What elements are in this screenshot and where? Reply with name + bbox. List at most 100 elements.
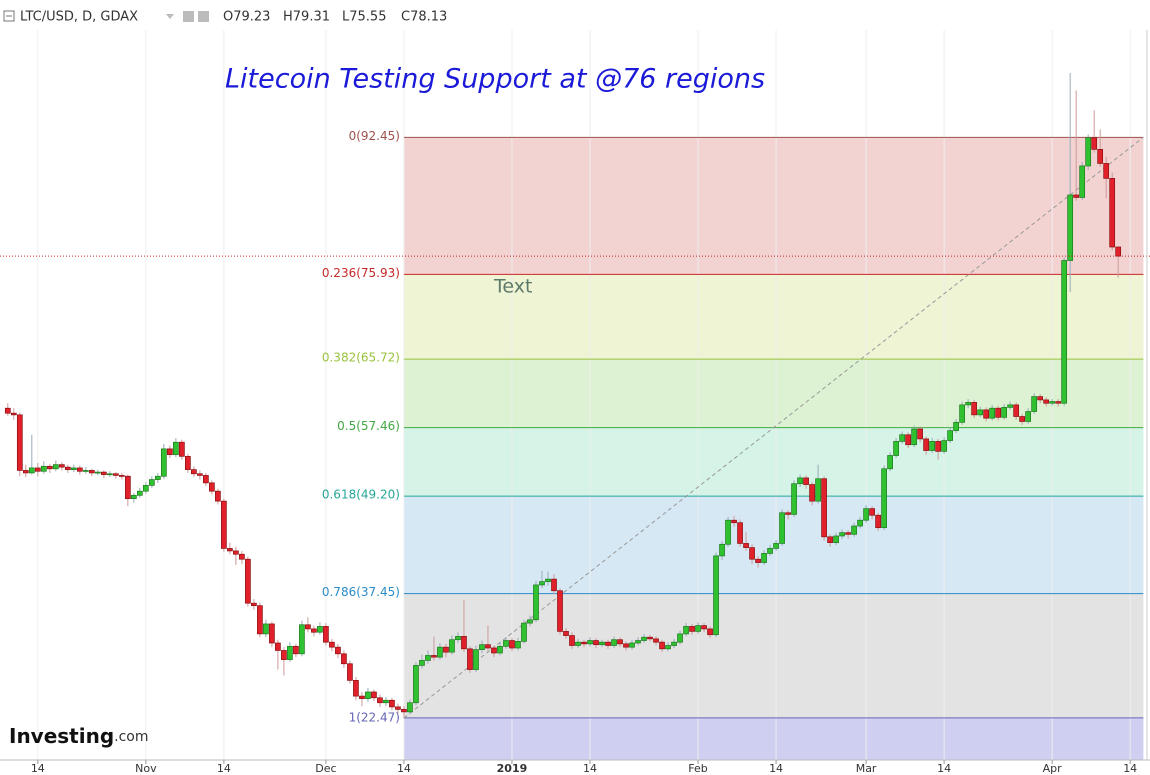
- candle-body: [185, 455, 191, 470]
- fib-zone: [403, 717, 1144, 760]
- settings-icon[interactable]: [183, 11, 194, 22]
- logo-suffix: .com: [114, 729, 148, 745]
- candle-body: [16, 414, 23, 471]
- candle-body: [329, 641, 335, 648]
- candle-body: [46, 465, 53, 470]
- candle-body: [527, 619, 533, 624]
- candle-body: [1097, 148, 1104, 164]
- candle-body: [659, 641, 665, 650]
- candle-body: [989, 407, 995, 419]
- candle-body: [647, 636, 653, 640]
- candle-body: [28, 467, 35, 474]
- candle-body: [833, 535, 839, 543]
- candle-body: [563, 631, 569, 636]
- logo-main: Investing: [9, 724, 114, 748]
- x-tick-label: Nov: [135, 762, 157, 775]
- candle-body: [389, 699, 395, 708]
- candle-body: [785, 512, 791, 515]
- candle-body: [377, 697, 383, 704]
- candle-body: [359, 695, 365, 699]
- collapse-icon[interactable]: [3, 10, 15, 22]
- fib-level-label: 0(92.45): [349, 129, 400, 143]
- candle-body: [545, 578, 551, 582]
- candle-body: [94, 471, 101, 474]
- candle-body: [653, 638, 659, 643]
- x-tick-label: 14: [217, 762, 231, 775]
- candle-body: [401, 709, 407, 713]
- candle-body: [58, 464, 65, 468]
- candle-body: [617, 639, 623, 645]
- candle-body: [106, 473, 113, 476]
- candle-body: [839, 532, 845, 537]
- fib-zone: [403, 359, 1144, 428]
- candle-body: [887, 455, 893, 470]
- candle-body: [1091, 137, 1098, 150]
- candle-body: [707, 628, 713, 636]
- candle-body: [191, 469, 197, 475]
- candle-body: [881, 468, 887, 529]
- candle-body: [971, 402, 977, 416]
- candle-body: [383, 699, 389, 704]
- candle-body: [347, 663, 353, 681]
- candle-body: [557, 590, 563, 632]
- candle-body: [179, 441, 185, 457]
- eye-icon[interactable]: [198, 11, 209, 22]
- candle-body: [539, 581, 545, 586]
- candle-body: [76, 467, 83, 472]
- candle-body: [1031, 396, 1038, 412]
- candle-body: [64, 466, 71, 470]
- candle-body: [70, 467, 77, 470]
- candle-body: [136, 490, 143, 496]
- candle-body: [1001, 407, 1007, 418]
- high-label: H79.31: [283, 10, 330, 25]
- candle-body: [773, 543, 779, 549]
- candle-body: [899, 434, 905, 442]
- candle-body: [695, 625, 701, 632]
- candle-body: [929, 441, 935, 451]
- fib-level-label: 1(22.47): [349, 710, 400, 724]
- candle-body: [281, 650, 287, 660]
- fib-zone: [403, 137, 1144, 275]
- candle-body: [665, 645, 671, 650]
- candle-body: [1067, 194, 1074, 261]
- candle-body: [905, 434, 911, 446]
- candle-body: [521, 622, 527, 642]
- candle-body: [317, 626, 323, 633]
- candle-body: [701, 625, 707, 630]
- candle-body: [118, 475, 125, 477]
- candle-body: [491, 647, 497, 654]
- candle-body: [941, 440, 947, 452]
- fib-level-label: 0.236(75.93): [322, 266, 400, 280]
- dropdown-arrow[interactable]: [166, 14, 174, 19]
- candle-body: [533, 584, 539, 621]
- candle-body: [1079, 165, 1086, 198]
- candle-body: [407, 702, 413, 713]
- candle-body: [1109, 178, 1116, 248]
- symbol: LTC/USD, D, GDAX: [20, 10, 138, 25]
- x-tick-label: 14: [31, 762, 45, 775]
- candle-body: [227, 548, 233, 552]
- candle-body: [779, 512, 785, 544]
- candle-body: [551, 578, 557, 592]
- candle-body: [815, 478, 821, 502]
- candle-body: [143, 485, 149, 492]
- candle-body: [821, 478, 827, 538]
- annotation: Text: [493, 276, 532, 298]
- candle-body: [425, 655, 431, 661]
- candle-body: [263, 623, 269, 635]
- candle-body: [983, 409, 989, 419]
- candle-body: [725, 519, 731, 545]
- candle-body: [1043, 399, 1050, 404]
- candle-body: [635, 640, 641, 644]
- fib-level-label: 0.618(49.20): [322, 488, 400, 502]
- candle-body: [611, 639, 617, 646]
- candle-body: [323, 626, 329, 643]
- candle-body: [88, 470, 95, 474]
- candle-body: [755, 558, 761, 563]
- candle-body: [509, 640, 515, 649]
- candle-body: [353, 679, 359, 697]
- candle-body: [22, 470, 29, 474]
- candle-body: [371, 691, 377, 699]
- candle-body: [1085, 137, 1092, 167]
- candle-body: [203, 475, 209, 484]
